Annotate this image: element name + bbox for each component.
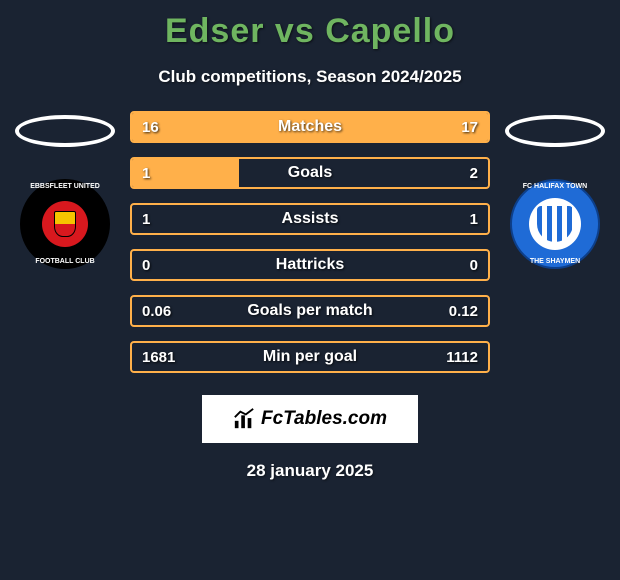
stat-row: 1 Goals 2 [130,157,490,189]
stat-value-right: 1112 [446,349,478,366]
stat-value-left: 1 [142,165,150,182]
stat-label: Goals per match [247,302,372,320]
stat-label: Assists [282,210,339,228]
right-player-placeholder [505,115,605,147]
page-title: Edser vs Capello [165,12,455,51]
stat-value-left: 0 [142,257,150,274]
stat-value-right: 2 [470,165,478,182]
stat-row: 1 Assists 1 [130,203,490,235]
stat-label: Goals [288,164,332,182]
stat-value-right: 0 [470,257,478,274]
brand-logo[interactable]: FcTables.com [202,395,418,443]
stat-value-left: 1681 [142,349,175,366]
main-panel: EBBSFLEET UNITED FOOTBALL CLUB 16 Matches… [0,111,620,373]
stats-panel: 16 Matches 17 1 Goals 2 1 Assists 1 0 Hattricks 0 0.… [130,111,490,373]
right-club-badge: FC HALIFAX TOWN THE SHAYMEN [510,179,600,269]
stat-label: Hattricks [276,256,344,274]
left-player-placeholder [15,115,115,147]
stat-row: 0.06 Goals per match 0.12 [130,295,490,327]
stat-label: Matches [278,118,342,136]
stat-value-left: 0.06 [142,303,171,320]
brand-text: FcTables.com [261,408,387,430]
stat-value-left: 1 [142,211,150,228]
stat-value-right: 1 [470,211,478,228]
stripes-icon [537,206,573,242]
stat-value-right: 0.12 [449,303,478,320]
stat-row: 0 Hattricks 0 [130,249,490,281]
stat-row: 16 Matches 17 [130,111,490,143]
subtitle: Club competitions, Season 2024/2025 [158,67,461,87]
left-club-badge: EBBSFLEET UNITED FOOTBALL CLUB [20,179,110,269]
stat-value-left: 16 [142,119,159,136]
left-side: EBBSFLEET UNITED FOOTBALL CLUB [10,111,120,269]
chart-icon [233,408,255,430]
stat-row: 1681 Min per goal 1112 [130,341,490,373]
right-side: FC HALIFAX TOWN THE SHAYMEN [500,111,610,269]
shield-icon [54,211,76,237]
stat-label: Min per goal [263,348,357,366]
date-text: 28 january 2025 [247,461,374,481]
stat-value-right: 17 [461,119,478,136]
